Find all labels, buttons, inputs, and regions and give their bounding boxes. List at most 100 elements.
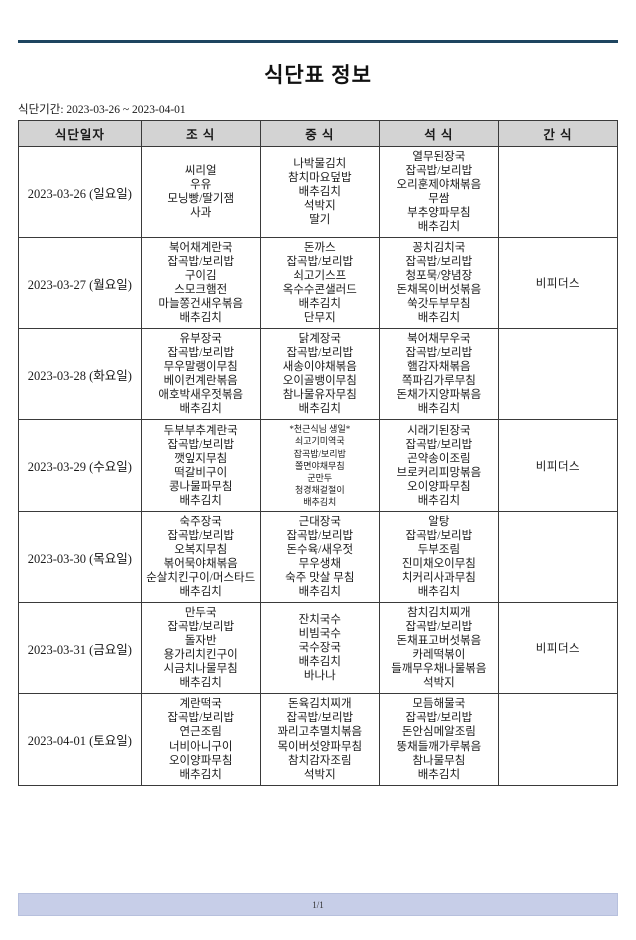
menu-item: 비빔국수 bbox=[298, 628, 341, 641]
menu-item: 무우생채 bbox=[298, 558, 341, 571]
menu-item: 카레떡볶이 bbox=[412, 649, 466, 662]
page-number: 1/1 bbox=[312, 899, 324, 910]
menu-item: 유부장국 bbox=[179, 333, 222, 346]
menu-item: 석박지 bbox=[303, 200, 336, 213]
breakfast-cell: 북어채계란국 잡곡밥/보리밥 구이김 스모크햄전 마늘쫑건새우볶음 배추김치 bbox=[140, 237, 261, 330]
menu-item: 꽁치김치국 bbox=[412, 242, 466, 255]
menu-item: 숙주장국 bbox=[179, 516, 222, 529]
menu-item: 꽈리고추멸치볶음 bbox=[277, 726, 363, 739]
menu-item: 모듬해물국 bbox=[412, 698, 466, 711]
menu-item: 잡곡밥/보리밥 bbox=[167, 256, 235, 269]
table-row-2023-03-30: 2023-03-30 (목요일) 숙주장국 잡곡밥/보리밥 오복지무침 볶어묵야채볶음… bbox=[18, 511, 619, 604]
menu-item: 우유 bbox=[190, 179, 212, 192]
date-cell: 2023-03-27 (월요일) bbox=[18, 237, 142, 330]
menu-item: 애호박새우젓볶음 bbox=[158, 389, 244, 402]
menu-item: 마늘쫑건새우볶음 bbox=[158, 298, 244, 311]
table-row-2023-04-01: 2023-04-01 (토요일) 계란떡국 잡곡밥/보리밥 연근조림 너비아니구이 오이… bbox=[18, 693, 619, 786]
menu-item: 잡곡밥/보리밥 bbox=[405, 347, 473, 360]
snack-cell bbox=[497, 328, 619, 421]
menu-item: 잡곡밥/보리밥 bbox=[293, 448, 346, 459]
menu-item: *천근식님 생일* bbox=[289, 424, 351, 435]
menu-item: 콩나물파무침 bbox=[168, 480, 233, 493]
menu-item: 배추김치 bbox=[417, 494, 461, 507]
menu-item: 뚱채들깨가루볶음 bbox=[396, 740, 482, 753]
menu-item: 배추김치 bbox=[179, 312, 222, 325]
menu-item: 연근조림 bbox=[179, 726, 222, 739]
lunch-cell: 돈육김치찌개 잡곡밥/보리밥 꽈리고추멸치볶음 목이버섯양파무침 참치감자조림 석박지 bbox=[259, 693, 380, 786]
table-row-2023-03-26: 2023-03-26 (일요일) 씨리얼 우유 모닝빵/딸기잼 사과 나박물김치 참치마… bbox=[18, 145, 619, 239]
menu-item: 두부부추계란국 bbox=[163, 424, 238, 437]
menu-item: 무쌈 bbox=[428, 193, 450, 206]
date-cell: 2023-04-01 (토요일) bbox=[18, 693, 142, 786]
menu-item: 돈채표고버섯볶음 bbox=[396, 635, 482, 648]
menu-item: 잡곡밥/보리밥 bbox=[286, 256, 354, 269]
menu-item: 쫄면야채무침 bbox=[294, 460, 345, 471]
menu-item: 참치마요덮밥 bbox=[288, 172, 352, 185]
menu-item: 잡곡밥/보리밥 bbox=[405, 530, 473, 543]
snack-cell bbox=[497, 145, 619, 239]
menu-item: 돈채가지양파볶음 bbox=[396, 389, 482, 402]
menu-item: 군만두 bbox=[307, 472, 333, 483]
menu-item: 배추김치 bbox=[298, 656, 341, 669]
menu-item: 용가리치킨구이 bbox=[163, 649, 238, 662]
menu-item: 베이컨계란볶음 bbox=[163, 375, 238, 388]
breakfast-cell: 씨리얼 우유 모닝빵/딸기잼 사과 bbox=[140, 145, 261, 239]
menu-item: 바나나 bbox=[303, 670, 336, 683]
breakfast-cell: 두부부추계란국 잡곡밥/보리밥 깻잎지무침 떡갈비구이 콩나물파무침 배추김치 bbox=[140, 419, 261, 513]
menu-item: 잡곡밥/보리밥 bbox=[167, 712, 235, 725]
breakfast-cell: 유부장국 잡곡밥/보리밥 무우말랭이무침 베이컨계란볶음 애호박새우젓볶음 배추김치 bbox=[140, 328, 261, 421]
menu-item: 배추김치 bbox=[179, 768, 222, 781]
menu-item: 배추김치 bbox=[417, 403, 461, 416]
menu-item: 잡곡밥/보리밥 bbox=[405, 165, 473, 178]
column-header-breakfast: 조 식 bbox=[140, 120, 261, 147]
breakfast-cell: 계란떡국 잡곡밥/보리밥 연근조림 너비아니구이 오이양파무침 배추김치 bbox=[140, 693, 261, 786]
dinner-cell: 열무된장국 잡곡밥/보리밥 오리훈제야채볶음 무쌈 부추양파무침 배추김치 bbox=[378, 145, 499, 239]
menu-item: 배추김치 bbox=[179, 494, 222, 507]
menu-item: 순살치킨구이/머스타드 bbox=[146, 572, 256, 585]
menu-item: 잡곡밥/보리밥 bbox=[405, 256, 473, 269]
menu-item: 쑥갓두부무침 bbox=[407, 298, 471, 311]
menu-item: 구이김 bbox=[184, 270, 217, 283]
menu-item: 국수장국 bbox=[298, 642, 341, 655]
lunch-cell: 돈까스 잡곡밥/보리밥 쇠고기스프 옥수수콘샐러드 배추김치 단무지 bbox=[259, 237, 380, 330]
top-divider bbox=[18, 40, 618, 43]
menu-item: 볶어묵야채볶음 bbox=[163, 558, 238, 571]
snack-cell bbox=[497, 693, 619, 786]
menu-item: 돈안심메알조림 bbox=[401, 726, 476, 739]
menu-item: 닭계장국 bbox=[298, 333, 341, 346]
menu-item: 계란떡국 bbox=[179, 698, 222, 711]
dinner-cell: 시래기된장국 잡곡밥/보리밥 곤약송이조림 브로커리피망볶음 오이양파무침 배추김치 bbox=[378, 419, 499, 513]
snack-cell bbox=[497, 511, 619, 604]
table-row-2023-03-31: 2023-03-31 (금요일) 만두국 잡곡밥/보리밥 돌자반 용가리치킨구이 시금치… bbox=[18, 602, 619, 695]
menu-item: 배추김치 bbox=[179, 677, 222, 690]
menu-item: 시금치나물무침 bbox=[163, 663, 238, 676]
menu-item: 배추김치 bbox=[298, 586, 341, 599]
menu-item: 돌자반 bbox=[184, 635, 217, 648]
menu-item: 만두국 bbox=[184, 607, 217, 620]
dinner-cell: 알탕 잡곡밥/보리밥 두부조림 진미채오이무침 치커리사과무침 배추김치 bbox=[378, 511, 499, 604]
document-page: 식단표 정보 식단기간: 2023-03-26 ~ 2023-04-01 식단일… bbox=[0, 40, 636, 786]
snack-cell: 비피더스 bbox=[497, 237, 619, 330]
menu-item: 잡곡밥/보리밥 bbox=[405, 438, 473, 451]
menu-item: 브로커리피망볶음 bbox=[396, 466, 482, 479]
menu-item: 돈까스 bbox=[303, 242, 336, 255]
date-cell: 2023-03-30 (목요일) bbox=[18, 511, 142, 604]
menu-item: 배추김치 bbox=[298, 403, 341, 416]
menu-item: 청포묵/양념장 bbox=[405, 270, 473, 283]
menu-item: 씨리얼 bbox=[184, 165, 217, 178]
snack-cell: 비피더스 bbox=[497, 419, 619, 513]
menu-item: 근대장국 bbox=[298, 516, 341, 529]
snack-cell: 비피더스 bbox=[497, 602, 619, 695]
menu-item: 쪽파김가루무침 bbox=[401, 375, 476, 388]
menu-item: 참치감자조림 bbox=[288, 754, 352, 767]
menu-item: 잡곡밥/보리밥 bbox=[405, 712, 473, 725]
menu-item: 숙주 맛살 무침 bbox=[285, 572, 355, 585]
menu-item: 새송이야채볶음 bbox=[282, 361, 357, 374]
menu-item: 사과 bbox=[190, 207, 212, 220]
lunch-cell: *천근식님 생일* 쇠고기미역국 잡곡밥/보리밥 쫄면야채무침 군만두 청경채겉절이 배추김… bbox=[259, 419, 380, 513]
menu-item: 배추김치 bbox=[179, 586, 222, 599]
menu-item: 목이버섯양파무침 bbox=[277, 740, 363, 753]
column-header-snack: 간 식 bbox=[497, 120, 619, 147]
menu-item: 돈육김치찌개 bbox=[288, 698, 352, 711]
date-cell: 2023-03-28 (화요일) bbox=[18, 328, 142, 421]
